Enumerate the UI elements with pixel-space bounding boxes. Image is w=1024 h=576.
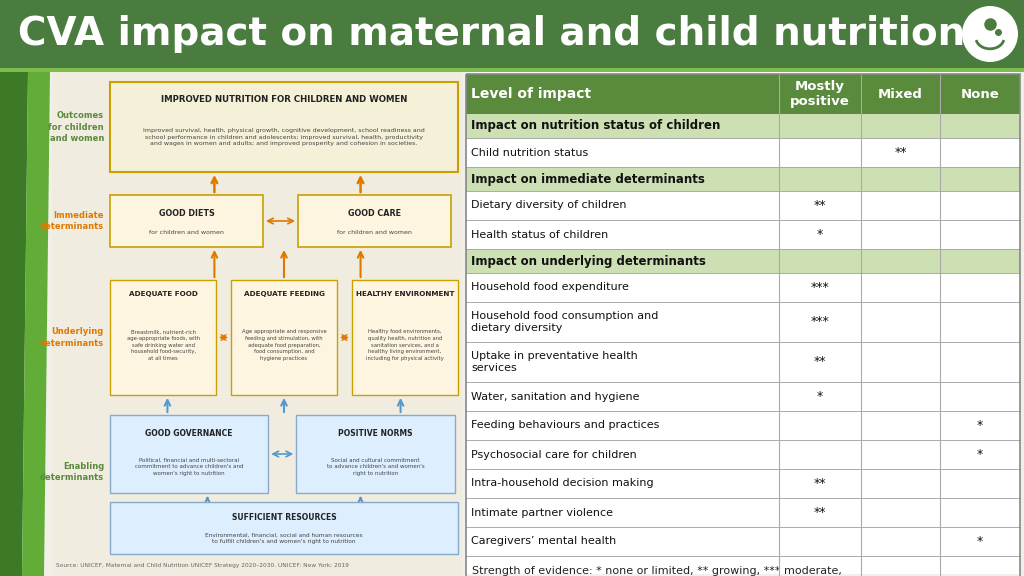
Bar <box>466 302 1020 342</box>
Text: Level of impact: Level of impact <box>471 87 591 101</box>
Text: Household food expenditure: Household food expenditure <box>471 282 629 293</box>
Text: Political, financial and multi-sectoral
commitment to advance children's and
wom: Political, financial and multi-sectoral … <box>135 458 244 476</box>
Bar <box>466 74 1020 114</box>
Text: Healthy food environments,
quality health, nutrition and
sanitation services, an: Healthy food environments, quality healt… <box>366 329 443 361</box>
Bar <box>466 411 1020 440</box>
Bar <box>110 82 458 172</box>
Text: Enabling
determinants: Enabling determinants <box>40 461 104 483</box>
Polygon shape <box>0 72 28 576</box>
Bar <box>110 415 268 493</box>
Bar <box>466 342 1020 382</box>
Text: Age appropriate and responsive
feeding and stimulation, with
adequate food prepa: Age appropriate and responsive feeding a… <box>242 329 327 361</box>
Bar <box>466 527 1020 556</box>
Bar <box>466 74 1020 576</box>
Text: **: ** <box>814 355 826 369</box>
Text: Impact on nutrition status of children: Impact on nutrition status of children <box>471 119 720 132</box>
Text: for children and women: for children and women <box>337 229 412 234</box>
Bar <box>52 72 462 576</box>
Bar <box>466 498 1020 527</box>
Text: GOOD CARE: GOOD CARE <box>348 209 401 218</box>
Bar <box>466 114 1020 138</box>
Bar <box>110 502 458 554</box>
Polygon shape <box>22 72 50 576</box>
Text: *: * <box>977 448 983 461</box>
Bar <box>298 195 451 247</box>
Bar <box>0 0 1024 68</box>
Bar <box>466 273 1020 302</box>
Bar <box>466 382 1020 411</box>
Text: Psychosocial care for children: Psychosocial care for children <box>471 449 637 460</box>
Text: Health status of children: Health status of children <box>471 229 608 240</box>
Text: CVA impact on maternal and child nutrition: CVA impact on maternal and child nutriti… <box>18 15 966 53</box>
Bar <box>231 280 337 395</box>
Bar <box>296 415 455 493</box>
Text: Strength of evidence: * none or limited, ** growing, *** moderate,
**** strong: Strength of evidence: * none or limited,… <box>472 566 842 576</box>
Text: Household food consumption and
dietary diversity: Household food consumption and dietary d… <box>471 310 658 334</box>
Text: None: None <box>961 88 999 100</box>
Bar <box>466 72 1020 574</box>
Text: *: * <box>817 228 823 241</box>
Text: **: ** <box>814 506 826 519</box>
Text: Immediate
determinants: Immediate determinants <box>40 211 104 232</box>
Text: *: * <box>977 535 983 548</box>
Bar <box>466 167 1020 191</box>
Text: Impact on underlying determinants: Impact on underlying determinants <box>471 255 706 267</box>
Text: POSITIVE NORMS: POSITIVE NORMS <box>338 429 413 438</box>
Text: GOOD DIETS: GOOD DIETS <box>159 209 214 218</box>
Text: **: ** <box>894 146 907 159</box>
Bar <box>466 249 1020 273</box>
Bar <box>0 68 1024 72</box>
Bar <box>110 195 263 247</box>
Text: Underlying
determinants: Underlying determinants <box>40 327 104 348</box>
Text: Feeding behaviours and practices: Feeding behaviours and practices <box>471 420 659 430</box>
Text: Mixed: Mixed <box>879 88 923 100</box>
Bar <box>466 138 1020 167</box>
Bar <box>466 440 1020 469</box>
Bar <box>352 280 458 395</box>
Text: **: ** <box>814 199 826 212</box>
Text: Improved survival, health, physical growth, cognitive development, school readin: Improved survival, health, physical grow… <box>143 128 425 146</box>
Bar <box>466 191 1020 220</box>
Text: for children and women: for children and women <box>150 229 224 234</box>
Text: Environmental, financial, social and human resources
to fulfill children's and w: Environmental, financial, social and hum… <box>205 532 362 544</box>
Text: Impact on immediate determinants: Impact on immediate determinants <box>471 172 705 185</box>
Text: **: ** <box>814 477 826 490</box>
Text: GOOD GOVERNANCE: GOOD GOVERNANCE <box>145 429 232 438</box>
Text: Water, sanitation and hygiene: Water, sanitation and hygiene <box>471 392 640 401</box>
Text: HEALTHY ENVIRONMENT: HEALTHY ENVIRONMENT <box>355 291 455 297</box>
Text: Source: UNICEF, Maternal and Child Nutrition UNICEF Strategy 2020–2030. UNICEF: : Source: UNICEF, Maternal and Child Nutri… <box>56 563 349 568</box>
Text: Caregivers’ mental health: Caregivers’ mental health <box>471 536 616 547</box>
Text: Breastmilk, nutrient-rich
age-appropriate foods, with
safe drinking water and
ho: Breastmilk, nutrient-rich age-appropriat… <box>127 329 200 361</box>
Text: Mostly
positive: Mostly positive <box>791 80 850 108</box>
Text: *: * <box>817 390 823 403</box>
Text: IMPROVED NUTRITION FOR CHILDREN AND WOMEN: IMPROVED NUTRITION FOR CHILDREN AND WOME… <box>161 96 408 104</box>
Circle shape <box>962 6 1018 62</box>
Text: ***: *** <box>811 316 829 328</box>
Text: Intimate partner violence: Intimate partner violence <box>471 507 613 517</box>
Text: Intra-household decision making: Intra-household decision making <box>471 479 653 488</box>
Text: Outcomes
for children
and women: Outcomes for children and women <box>48 111 104 143</box>
Text: ADEQUATE FOOD: ADEQUATE FOOD <box>129 291 198 297</box>
Text: ADEQUATE FEEDING: ADEQUATE FEEDING <box>244 291 325 297</box>
Text: ***: *** <box>811 281 829 294</box>
Text: Dietary diversity of children: Dietary diversity of children <box>471 200 627 210</box>
Text: Social and cultural commitment
to advance children's and women's
right to nutrit: Social and cultural commitment to advanc… <box>327 458 424 476</box>
Text: SUFFICIENT RESOURCES: SUFFICIENT RESOURCES <box>231 513 336 522</box>
Text: *: * <box>977 419 983 432</box>
Text: Uptake in preventative health
services: Uptake in preventative health services <box>471 351 638 373</box>
Bar <box>466 220 1020 249</box>
Bar <box>110 280 216 395</box>
Text: Child nutrition status: Child nutrition status <box>471 147 588 157</box>
Bar <box>466 469 1020 498</box>
